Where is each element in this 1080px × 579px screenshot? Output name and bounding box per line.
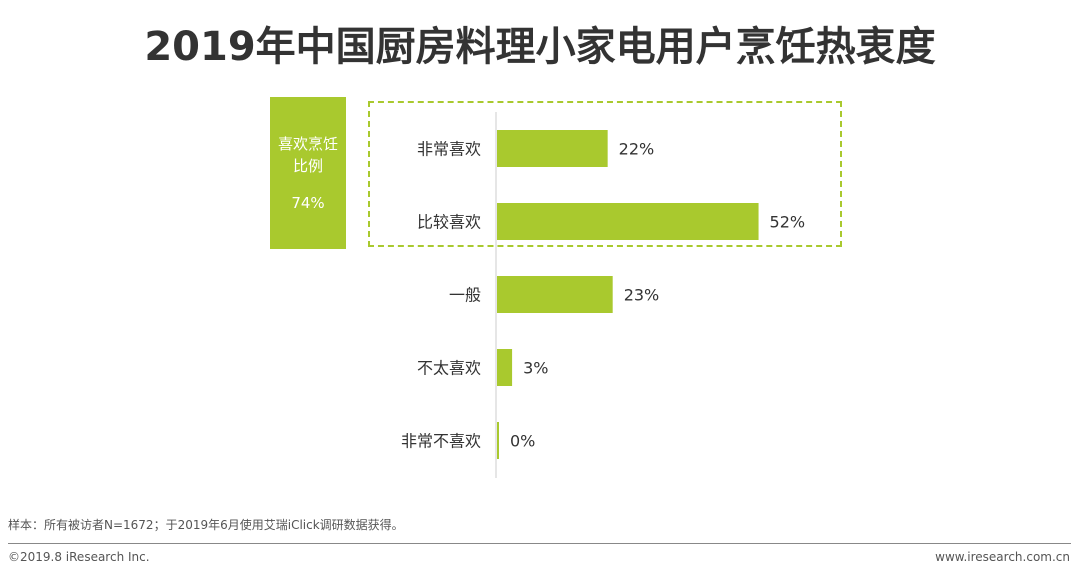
bars-group: 非常喜欢 22% 比较喜欢 52% 一般 23% 不太喜欢 3% 非常不喜欢 0%: [401, 130, 805, 459]
category-label: 一般: [449, 286, 481, 305]
bar: [497, 130, 608, 167]
footer-divider: [8, 543, 1071, 544]
sample-footnote: 样本：所有被访者N=1672；于2019年6月使用艾瑞iClick调研数据获得。: [8, 518, 404, 532]
site-url: www.iresearch.com.cn: [935, 550, 1070, 564]
bar: [497, 422, 499, 459]
copyright-text: ©2019.8 iResearch Inc.: [8, 550, 150, 564]
highlight-dashed-box: [368, 101, 842, 247]
summary-value: 74%: [291, 194, 325, 212]
value-label: 3%: [523, 359, 548, 378]
category-label: 非常不喜欢: [401, 432, 481, 451]
summary-label: 喜欢烹饪比例: [277, 135, 338, 175]
value-label: 52%: [770, 213, 806, 232]
bar: [497, 276, 613, 313]
value-label: 23%: [624, 286, 660, 305]
category-label: 比较喜欢: [417, 213, 481, 232]
category-label: 非常喜欢: [417, 140, 481, 159]
value-label: 22%: [619, 140, 655, 159]
bar: [497, 203, 759, 240]
category-label: 不太喜欢: [417, 359, 481, 378]
value-label: 0%: [510, 432, 535, 451]
bar: [497, 349, 513, 386]
chart-title: 2019年中国厨房料理小家电用户烹饪热衷度: [144, 24, 936, 70]
summary-box: 喜欢烹饪比例 74%: [270, 97, 346, 249]
